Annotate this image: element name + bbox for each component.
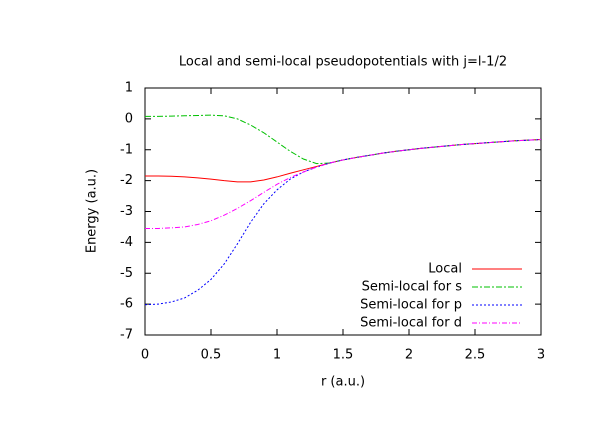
- x-tick-label: 2.5: [465, 348, 486, 363]
- series-line: [145, 139, 542, 229]
- x-tick-label: 0: [141, 348, 149, 363]
- x-tick-label: 2: [405, 348, 413, 363]
- y-tick-label: -5: [120, 266, 133, 281]
- x-tick-label: 3: [537, 348, 545, 363]
- legend-label: Semi-local for p: [360, 298, 462, 313]
- x-tick-label: 1.5: [333, 348, 354, 363]
- y-tick-label: -7: [120, 328, 133, 343]
- legend-label: Semi-local for d: [360, 316, 462, 331]
- x-tick-label: 1: [273, 348, 281, 363]
- y-tick-label: 1: [125, 81, 133, 96]
- y-tick-label: -6: [120, 297, 133, 312]
- legend-label: Local: [428, 262, 462, 277]
- y-tick-label: -1: [120, 142, 133, 157]
- y-axis-label: Energy (a.u.): [85, 169, 100, 253]
- x-tick-label: 0.5: [201, 348, 222, 363]
- y-tick-label: 0: [125, 111, 133, 126]
- series-line: [145, 114, 542, 165]
- chart-title: Local and semi-local pseudopotentials wi…: [179, 55, 507, 70]
- y-tick-label: -3: [120, 204, 133, 219]
- y-tick-label: -2: [120, 173, 133, 188]
- y-tick-label: -4: [120, 235, 133, 250]
- x-axis-label: r (a.u.): [321, 375, 365, 390]
- legend-label: Semi-local for s: [362, 280, 463, 295]
